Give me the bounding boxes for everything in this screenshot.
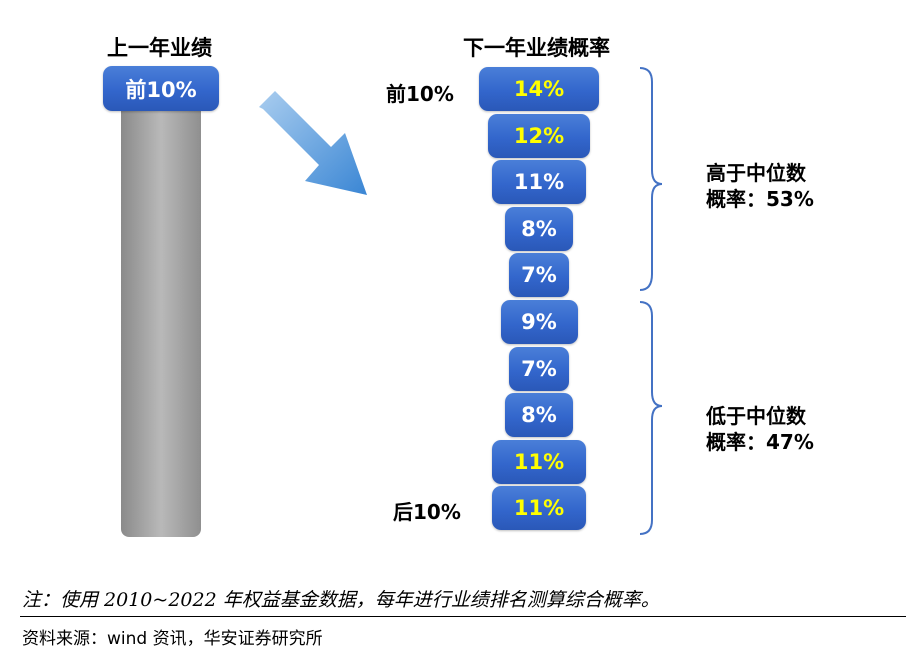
left-title: 上一年业绩 bbox=[107, 36, 212, 60]
upper-bracket bbox=[639, 67, 663, 291]
divider bbox=[20, 616, 906, 617]
probability-pill: 12% bbox=[487, 113, 591, 158]
footnote: 注：使用 2010~2022 年权益基金数据，每年进行业绩排名测算综合概率。 bbox=[22, 589, 660, 611]
arrow-icon bbox=[259, 91, 367, 195]
prior-year-bar bbox=[121, 95, 201, 537]
probability-pill: 11% bbox=[492, 486, 586, 531]
probability-pill: 8% bbox=[504, 393, 574, 438]
probability-pill: 14% bbox=[479, 67, 599, 111]
prior-tier-pill: 前10% bbox=[103, 66, 219, 111]
upper-group-prob: 概率：53% bbox=[706, 187, 814, 211]
lower-group-prob: 概率：47% bbox=[706, 430, 814, 454]
probability-pill: 11% bbox=[492, 439, 586, 484]
top-10-label: 前10% bbox=[386, 82, 454, 106]
group-brackets bbox=[639, 67, 663, 535]
bottom-10-label: 后10% bbox=[393, 500, 461, 524]
upper-group-title: 高于中位数 bbox=[706, 161, 806, 185]
probability-pill: 7% bbox=[509, 253, 569, 298]
lower-bracket bbox=[639, 301, 663, 535]
probability-pill: 8% bbox=[504, 206, 574, 251]
upper-group-label: 高于中位数 概率：53% bbox=[706, 160, 814, 212]
probability-pill: 9% bbox=[500, 300, 578, 344]
source-line: 资料来源：wind 资讯，华安证券研究所 bbox=[22, 629, 323, 649]
right-title: 下一年业绩概率 bbox=[463, 36, 610, 60]
lower-group-label: 低于中位数 概率：47% bbox=[706, 403, 814, 455]
probability-pill: 11% bbox=[492, 160, 586, 205]
probability-pill: 7% bbox=[509, 346, 569, 391]
lower-group-title: 低于中位数 bbox=[706, 404, 806, 428]
